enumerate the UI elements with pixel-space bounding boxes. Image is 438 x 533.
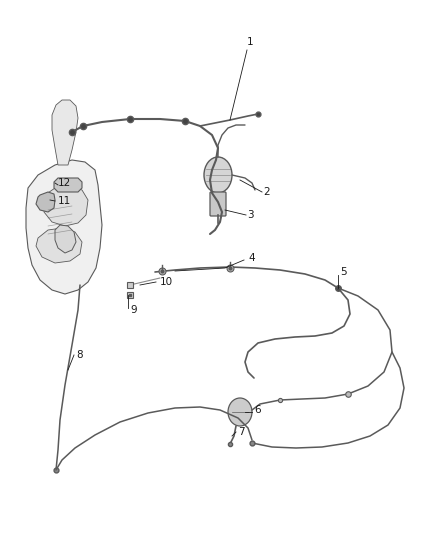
Polygon shape	[55, 225, 76, 253]
Text: 3: 3	[247, 210, 254, 220]
Text: 6: 6	[254, 405, 261, 415]
Polygon shape	[36, 192, 55, 212]
Text: 12: 12	[58, 178, 71, 188]
Polygon shape	[26, 160, 102, 294]
Ellipse shape	[228, 398, 252, 426]
Text: 4: 4	[248, 253, 254, 263]
Text: 8: 8	[76, 350, 83, 360]
Text: 7: 7	[238, 427, 245, 437]
FancyBboxPatch shape	[210, 192, 226, 216]
Polygon shape	[54, 178, 82, 192]
Text: 10: 10	[160, 277, 173, 287]
Polygon shape	[36, 228, 82, 263]
Text: 1: 1	[247, 37, 254, 47]
Text: 9: 9	[130, 305, 137, 315]
Polygon shape	[52, 100, 78, 165]
Text: 2: 2	[263, 187, 270, 197]
Text: 11: 11	[58, 196, 71, 206]
Text: 5: 5	[340, 267, 346, 277]
Ellipse shape	[204, 157, 232, 193]
Polygon shape	[44, 186, 88, 226]
